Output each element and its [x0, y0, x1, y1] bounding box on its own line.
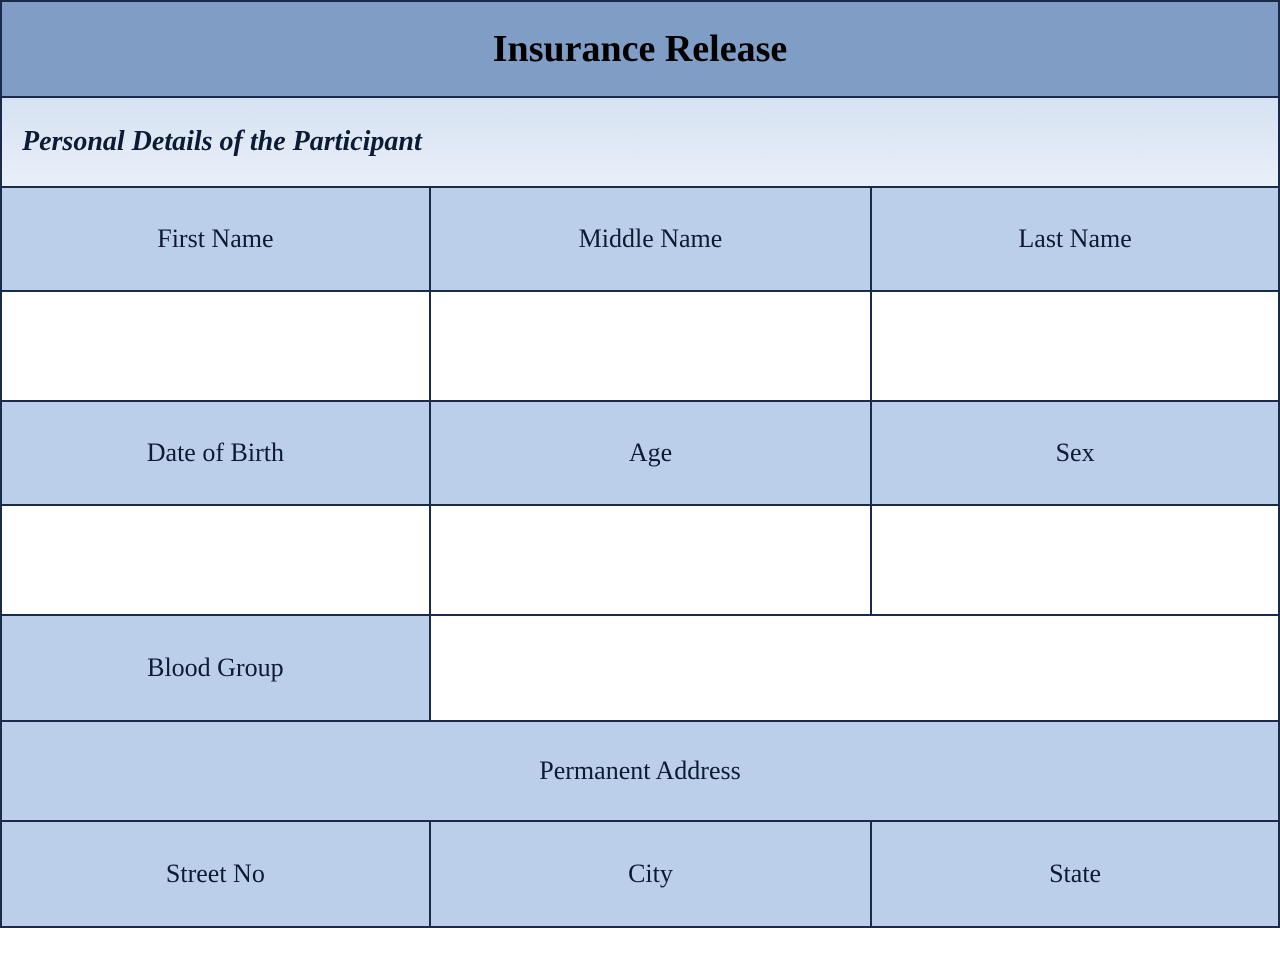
blood-group-field[interactable]	[431, 616, 1278, 722]
state-label: State	[872, 822, 1278, 928]
dob-labels-row: Date of Birth Age Sex	[2, 402, 1278, 506]
form-title: Insurance Release	[2, 2, 1278, 98]
sex-field[interactable]	[872, 506, 1278, 616]
dob-field[interactable]	[2, 506, 431, 616]
dob-inputs-row	[2, 506, 1278, 616]
address-header-row: Permanent Address	[2, 722, 1278, 822]
insurance-release-form: Insurance Release Personal Details of th…	[0, 0, 1280, 928]
last-name-field[interactable]	[872, 292, 1278, 402]
dob-label: Date of Birth	[2, 402, 431, 506]
section-header-personal-details: Personal Details of the Participant	[2, 98, 1278, 188]
middle-name-label: Middle Name	[431, 188, 872, 292]
blood-group-label: Blood Group	[2, 616, 431, 722]
first-name-field[interactable]	[2, 292, 431, 402]
permanent-address-header: Permanent Address	[2, 722, 1278, 822]
sex-label: Sex	[872, 402, 1278, 506]
address-labels-row: Street No City State	[2, 822, 1278, 928]
blood-group-row: Blood Group	[2, 616, 1278, 722]
age-field[interactable]	[431, 506, 872, 616]
age-label: Age	[431, 402, 872, 506]
name-labels-row: First Name Middle Name Last Name	[2, 188, 1278, 292]
first-name-label: First Name	[2, 188, 431, 292]
city-label: City	[431, 822, 872, 928]
name-inputs-row	[2, 292, 1278, 402]
street-no-label: Street No	[2, 822, 431, 928]
middle-name-field[interactable]	[431, 292, 872, 402]
last-name-label: Last Name	[872, 188, 1278, 292]
